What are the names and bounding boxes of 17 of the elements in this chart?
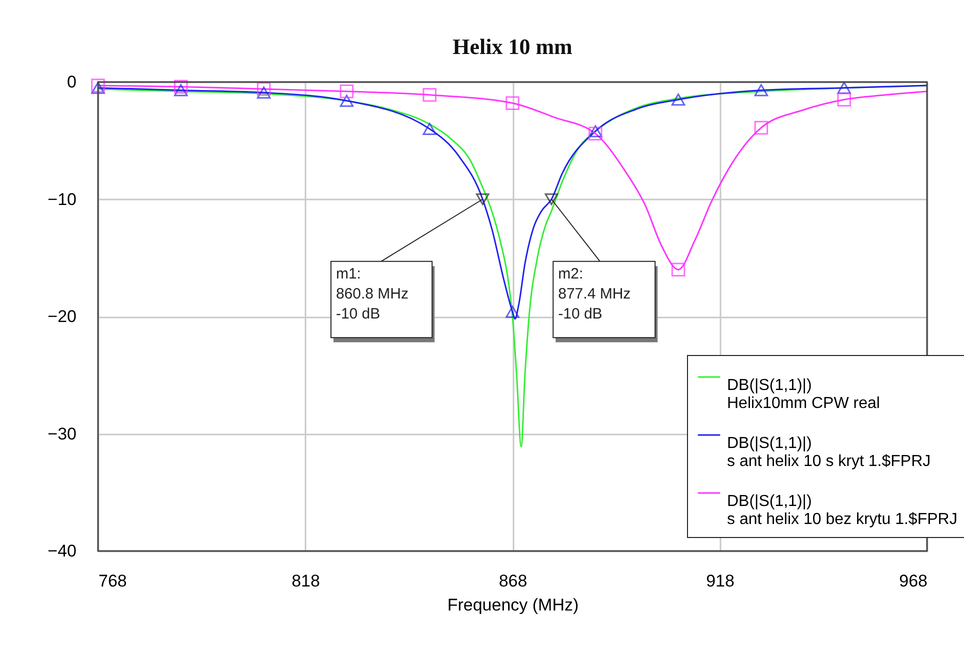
legend-label: DB(|S(1,1)|) s ant helix 10 s kryt 1.$FPRJ: [727, 435, 931, 470]
y-tick-label: −20: [48, 307, 76, 326]
x-axis-title: Frequency (MHz): [447, 596, 579, 614]
y-tick-label: −40: [48, 542, 76, 560]
annotation: m2: 877.4 MHz -10 dB: [558, 265, 631, 322]
x-tick-label: 918: [706, 572, 734, 590]
chart-title: Helix 10 mm: [452, 34, 572, 59]
x-tick-label: 768: [98, 572, 127, 590]
y-tick-label: −10: [48, 190, 76, 209]
annotation: m1: 860.8 MHz -10 dB: [336, 265, 408, 322]
x-tick-label: 818: [292, 572, 320, 590]
y-tick-label: −30: [48, 424, 76, 444]
x-tick-label: 868: [498, 572, 528, 590]
y-tick-label: 0: [67, 72, 76, 92]
legend-label: DB(|S(1,1)|) Helix10mm CPW real: [727, 377, 880, 412]
legend-label: DB(|S(1,1)|) s ant helix 10 bez krytu 1.$FPRJ: [727, 493, 958, 528]
x-tick-label: 968: [899, 572, 928, 590]
